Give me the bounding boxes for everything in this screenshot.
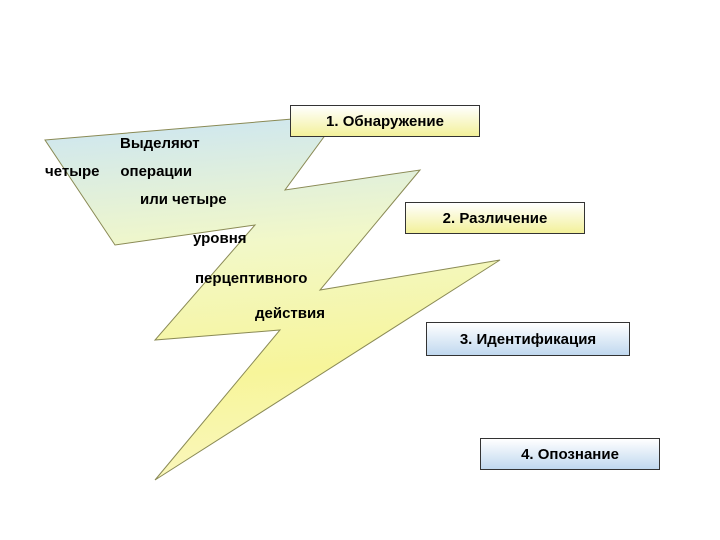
lightning-line-4: уровня: [193, 230, 247, 247]
box-identification: 3. Идентификация: [426, 322, 630, 356]
lightning-line-6: действия: [255, 305, 325, 322]
box-recognition: 4. Опознание: [480, 438, 660, 470]
lightning-line-5: перцептивного: [195, 270, 307, 287]
lightning-line-1: Выделяют: [120, 135, 200, 152]
box-discrimination: 2. Различение: [405, 202, 585, 234]
box-discovery: 1. Обнаружение: [290, 105, 480, 137]
diagram-stage: Выделяют четыре операции или четыре уров…: [0, 0, 720, 540]
lightning-line-3: или четыре: [140, 191, 227, 208]
lightning-line-2: четыре операции: [45, 163, 192, 180]
